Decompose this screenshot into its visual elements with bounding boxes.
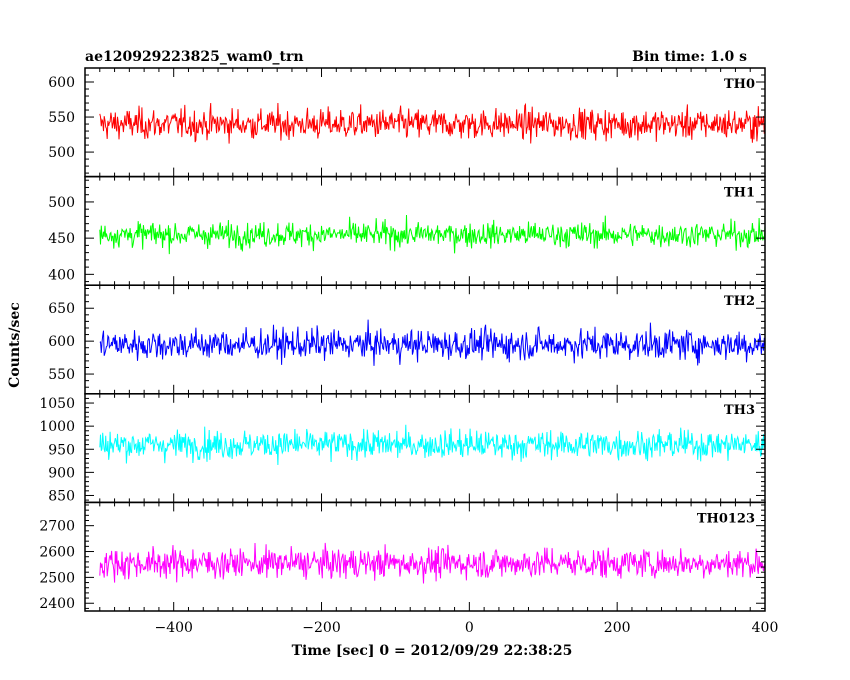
series-label-th3: TH3	[724, 403, 755, 418]
y-tick-label: 2500	[39, 570, 75, 586]
y-tick-label: 2600	[39, 545, 75, 561]
x-tick-label: 200	[604, 620, 631, 636]
y-tick-label: 500	[48, 145, 75, 161]
panel-th1: 400 450 500 TH1	[48, 175, 766, 286]
series-line-th1	[99, 214, 765, 255]
y-tick-label: 550	[48, 367, 75, 383]
y-tick-label: 950	[48, 442, 75, 458]
panels-group: 500 550 600 TH0 400 450 500 TH1 550 600 650 TH2 850 9…	[39, 67, 766, 612]
series-label-th0123: TH0123	[697, 511, 755, 526]
chart-title-right: Bin time: 1.0 s	[632, 49, 747, 65]
chart-title-left: ae120929223825_wam0_trn	[85, 49, 304, 65]
x-tick-label: 0	[465, 620, 474, 636]
panel-frame	[84, 284, 766, 395]
y-tick-label: 400	[48, 267, 75, 283]
series-label-th0: TH0	[724, 77, 755, 92]
y-tick-label: 2700	[39, 519, 75, 535]
series-label-th2: TH2	[724, 294, 755, 309]
x-tick-label: −200	[302, 620, 340, 636]
y-tick-label: 1050	[39, 396, 75, 412]
series-line-th0	[99, 102, 765, 144]
y-tick-label: 550	[48, 110, 75, 126]
x-tick-label: −400	[154, 620, 192, 636]
x-axis: −400 −200 0 200 400	[154, 620, 778, 636]
y-tick-label: 1000	[39, 419, 75, 435]
y-tick-label: 600	[48, 75, 75, 91]
series-label-th1: TH1	[724, 186, 755, 201]
panel-th0: 500 550 600 TH0	[48, 67, 766, 178]
y-tick-label: 500	[48, 195, 75, 211]
x-axis-label: Time [sec] 0 = 2012/09/29 22:38:25	[292, 643, 573, 659]
y-tick-label: 850	[48, 488, 75, 504]
panel-th3: 850 900 950 1000 1050 TH3	[39, 393, 766, 504]
y-tick-label: 600	[48, 334, 75, 350]
panel-th0123: 2400 2500 2600 2700 TH0123	[39, 501, 766, 612]
y-tick-label: 650	[48, 301, 75, 317]
y-tick-label: 450	[48, 231, 75, 247]
x-tick-label: 400	[752, 620, 779, 636]
series-line-th2	[99, 319, 765, 366]
series-line-th3	[99, 424, 765, 466]
y-tick-label: 2400	[39, 596, 75, 612]
series-line-th0123	[99, 542, 765, 584]
panel-th2: 550 600 650 TH2	[48, 284, 766, 395]
y-tick-label: 900	[48, 465, 75, 481]
y-axis-label: Counts/sec	[7, 302, 23, 388]
